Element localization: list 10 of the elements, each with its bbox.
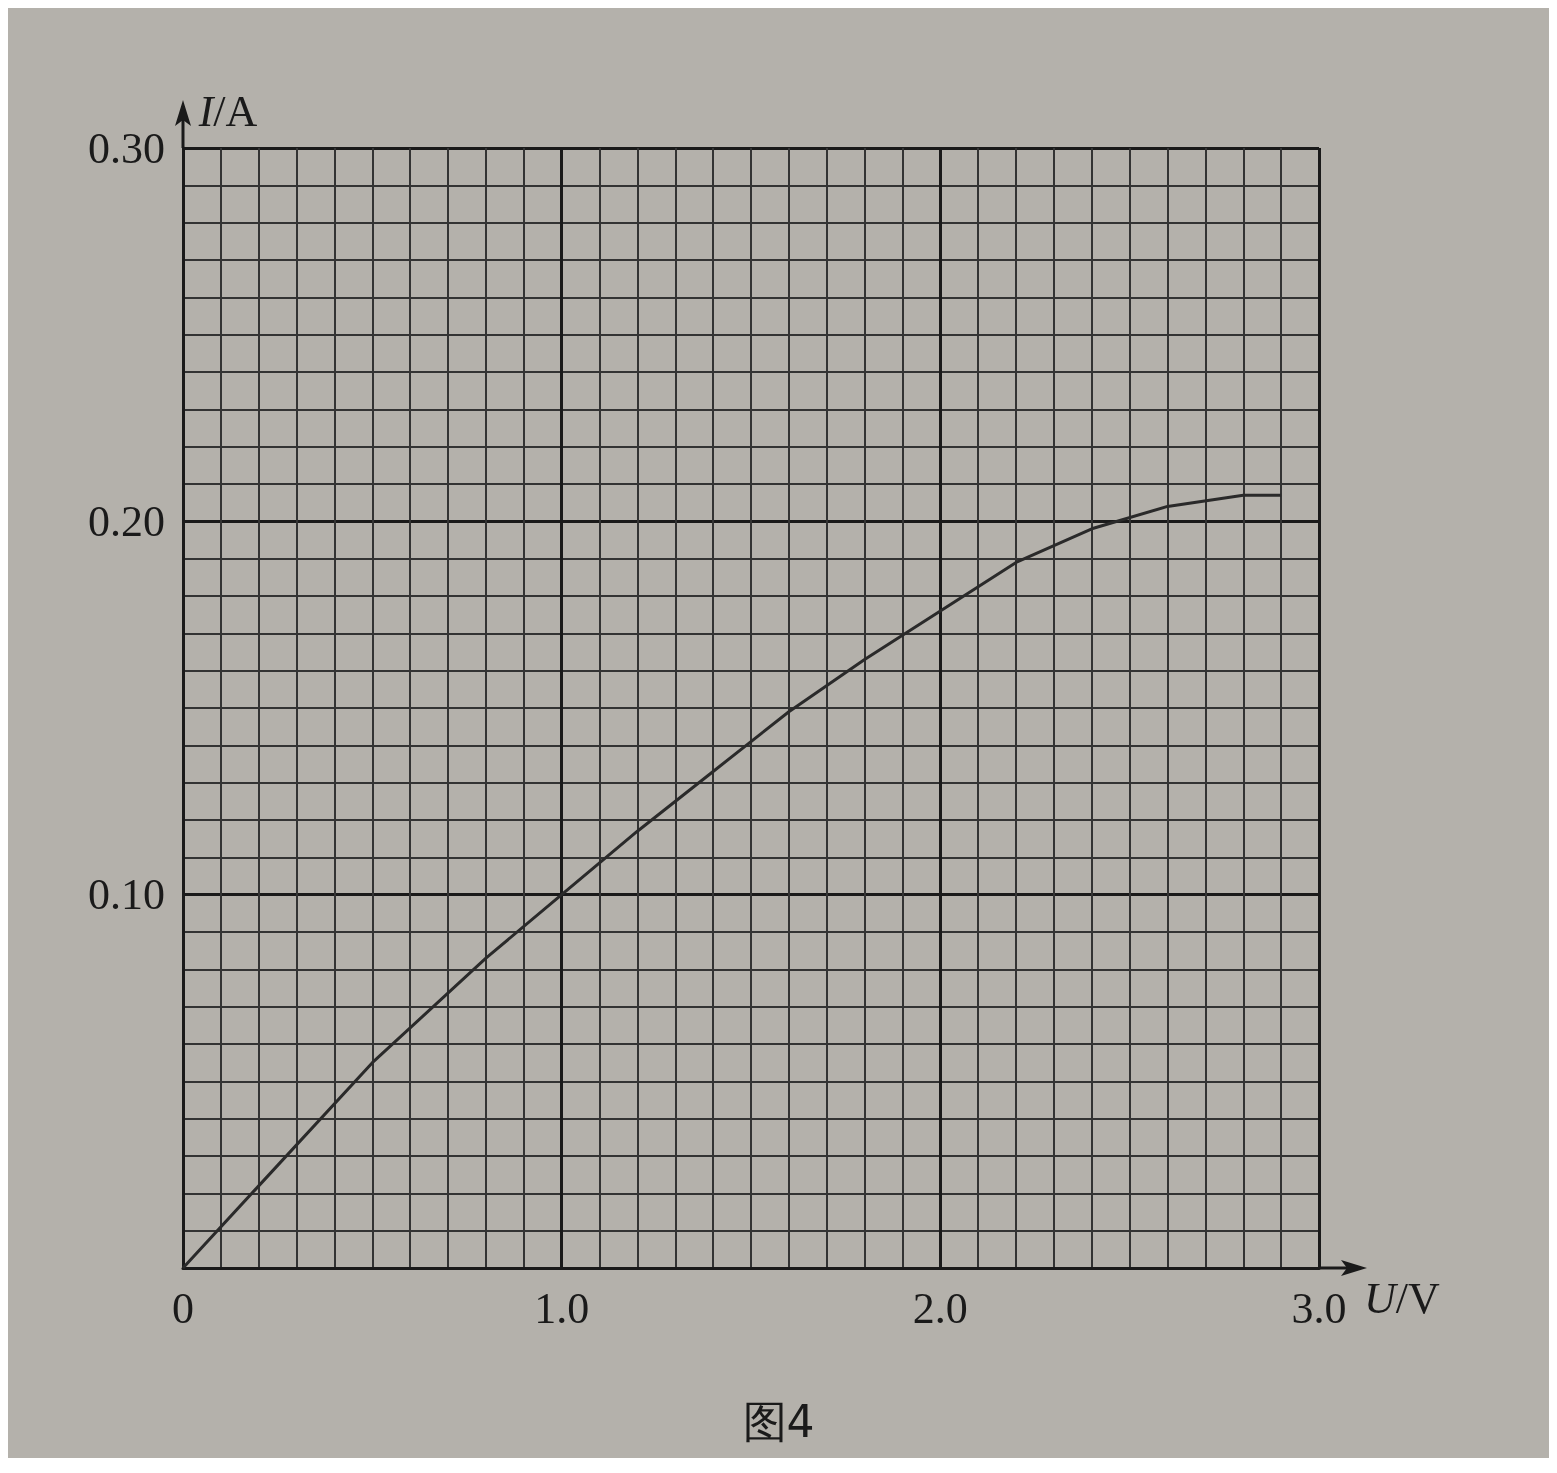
y-tick-label: 0.20 — [88, 496, 165, 546]
x-tick-label: 1.0 — [534, 1283, 590, 1333]
y-tick-label: 0.30 — [88, 123, 165, 173]
y-tick-label: 0.10 — [88, 870, 165, 920]
x-tick-label: 3.0 — [1291, 1283, 1347, 1333]
caption: 图4 — [742, 1395, 815, 1447]
x-axis-title: U/V — [1364, 1273, 1440, 1323]
x-tick-label: 0 — [172, 1283, 194, 1333]
y-axis-title: I/A — [197, 86, 258, 136]
x-tick-label: 2.0 — [912, 1283, 968, 1333]
